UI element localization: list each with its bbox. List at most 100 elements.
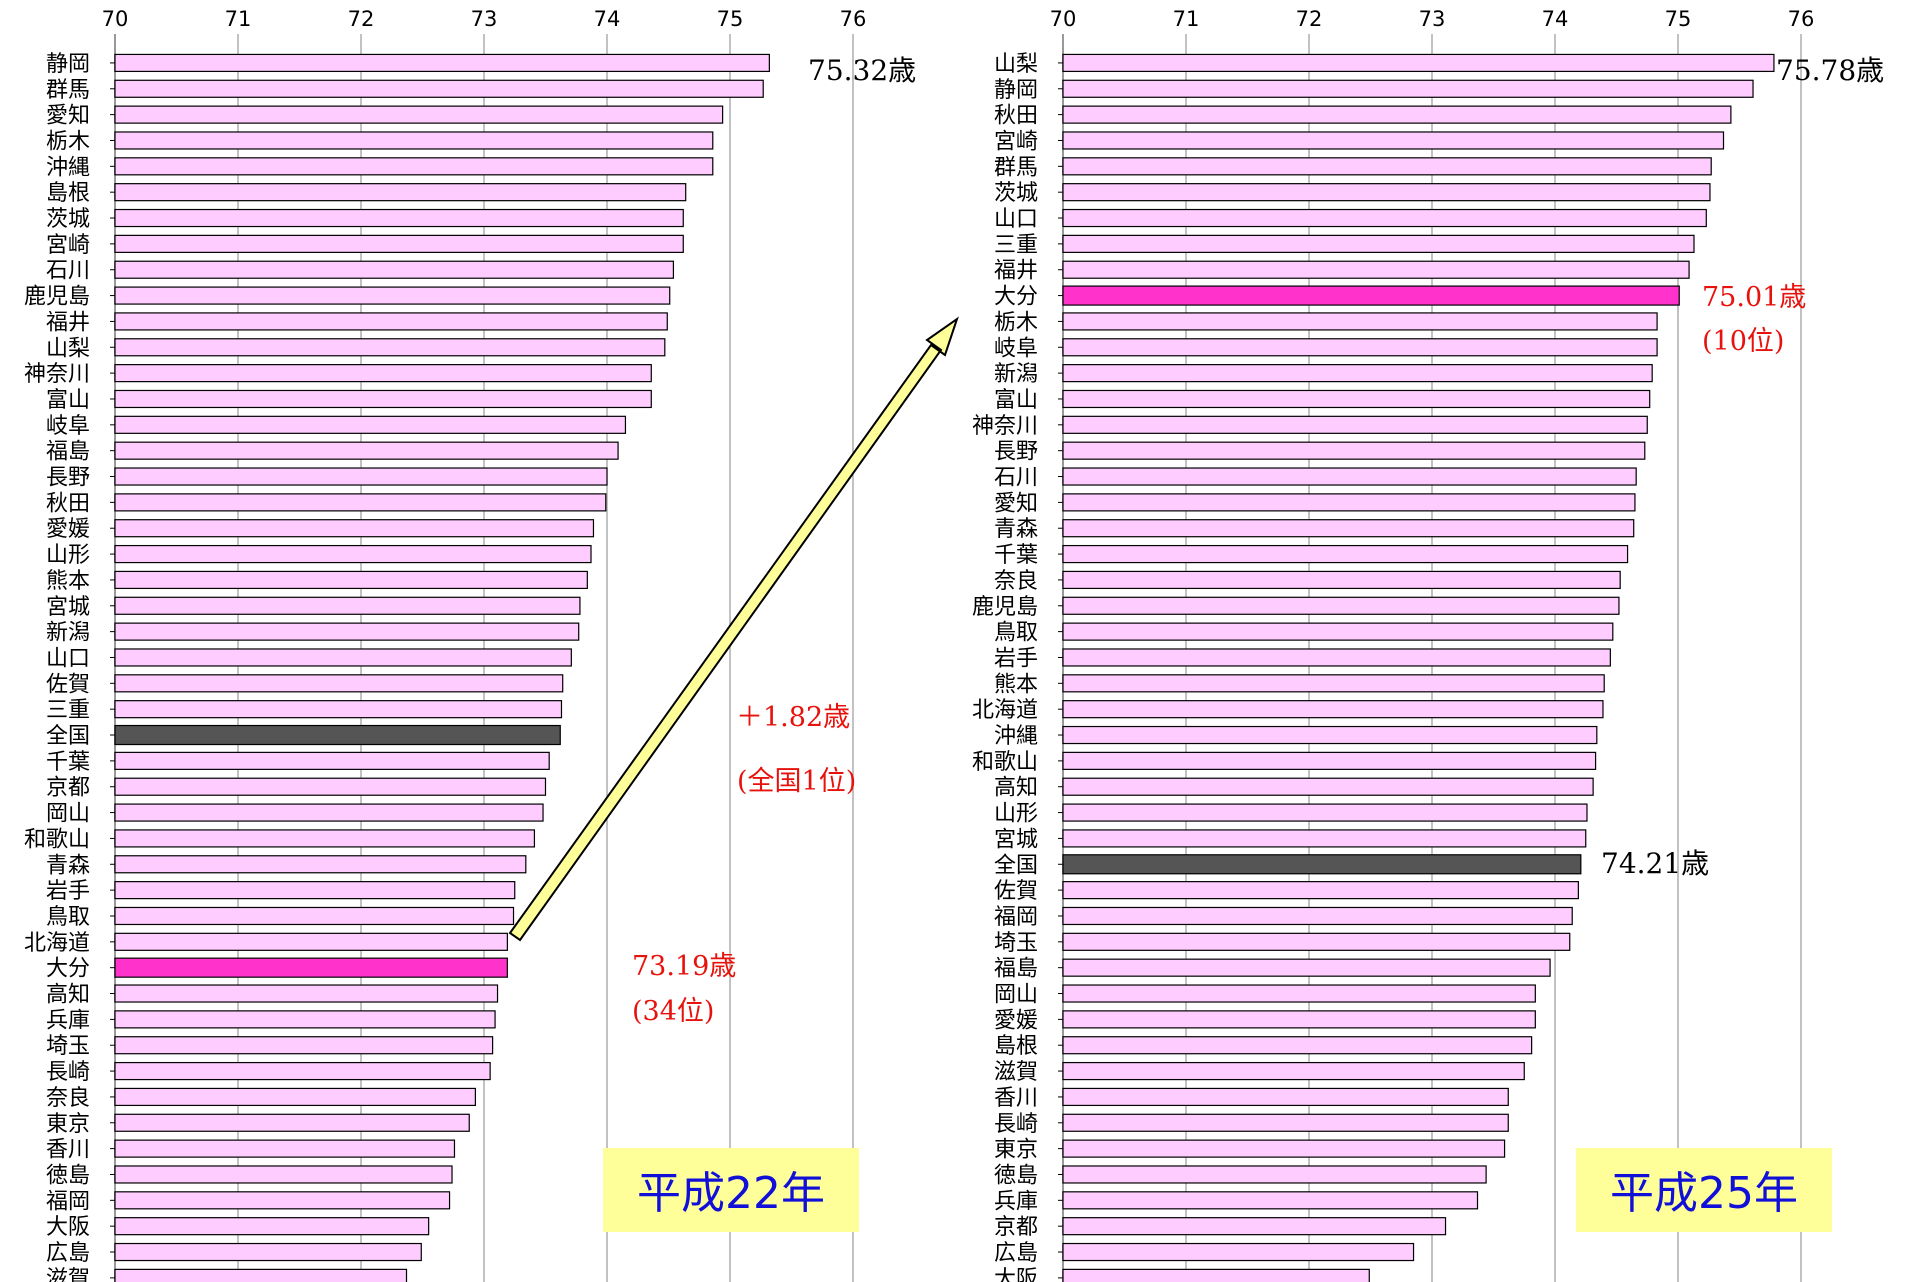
right-tick-label-74: 74: [1542, 7, 1569, 31]
right-bar-徳島: [1062, 1165, 1487, 1184]
right-bar-福島: [1062, 958, 1551, 977]
right-bar-兵庫: [1062, 1191, 1479, 1210]
left-tick-label-70: 70: [102, 7, 129, 31]
left-category-label: 神奈川: [24, 362, 90, 387]
right-category-label: 兵庫: [994, 1189, 1038, 1214]
right-bar-national: [1062, 854, 1582, 875]
left-category-label: 静岡: [46, 52, 90, 77]
right-bar-神奈川: [1062, 415, 1648, 434]
right-bar-奈良: [1062, 570, 1621, 590]
year-label-right-box: [1576, 1148, 1832, 1232]
left-bar-愛知: [114, 105, 724, 124]
left-top-value: 75.32歳: [808, 54, 916, 87]
year-label-left: 平成22年: [603, 1148, 859, 1232]
left-tick-label-73: 73: [471, 7, 498, 31]
left-bar-千葉: [114, 751, 550, 770]
right-category-label: 秋田: [994, 104, 1038, 129]
left-category-label: 和歌山: [24, 827, 90, 852]
left-category-label: 滋賀: [46, 1267, 90, 1282]
left-category-label: 佐賀: [46, 672, 90, 697]
right-category-label: 千葉: [994, 543, 1038, 568]
right-bar-青森: [1062, 519, 1635, 538]
left-tick-label-71: 71: [225, 7, 252, 31]
right-bar-岐阜: [1062, 338, 1658, 357]
right-oita-rank: (10位): [1702, 326, 1784, 357]
right-category-label: 鳥取: [994, 621, 1038, 646]
left-bar-京都: [114, 777, 547, 796]
right-category-label: 栃木: [994, 310, 1038, 335]
left-category-label: 大阪: [46, 1215, 90, 1240]
right-tick-label-72: 72: [1296, 7, 1323, 31]
left-category-label: 兵庫: [46, 1008, 90, 1033]
right-bar-宮崎: [1062, 131, 1725, 150]
right-bar-東京: [1062, 1139, 1506, 1158]
right-category-label: 山梨: [994, 52, 1038, 77]
left-bar-三重: [114, 700, 563, 719]
change-arrow: [508, 316, 959, 942]
left-category-label: 長野: [46, 466, 90, 491]
left-category-label: 香川: [46, 1138, 90, 1163]
right-bar-群馬: [1062, 157, 1712, 176]
left-category-label: 新潟: [46, 621, 90, 646]
left-category-label: 沖縄: [46, 155, 90, 180]
right-category-label: 大阪: [994, 1267, 1038, 1282]
right-bar-静岡: [1062, 79, 1754, 98]
left-category-label: 広島: [46, 1241, 90, 1266]
left-bar-徳島: [114, 1165, 453, 1184]
left-category-label: 山口: [46, 646, 90, 671]
left-category-label: 東京: [46, 1112, 90, 1137]
right-bar-茨城: [1062, 183, 1711, 202]
right-bar-highlight-大分: [1062, 285, 1680, 306]
left-bar-熊本: [114, 570, 588, 590]
right-category-label: 三重: [994, 233, 1038, 258]
left-bar-埼玉: [114, 1036, 494, 1055]
year-label-left-text: 平成22年: [637, 1168, 825, 1219]
left-bar-広島: [114, 1242, 422, 1262]
right-bar-岩手: [1062, 648, 1611, 667]
right-category-label: 静岡: [994, 78, 1038, 103]
left-bar-長野: [114, 467, 608, 486]
right-category-label: 佐賀: [994, 879, 1038, 904]
left-bar-鹿児島: [114, 286, 671, 305]
right-category-label: 奈良: [994, 569, 1038, 594]
right-category-label: 長野: [994, 440, 1038, 465]
left-bar-宮城: [114, 596, 581, 615]
left-bar-富山: [114, 389, 652, 409]
right-bar-和歌山: [1062, 751, 1597, 770]
left-category-label: 山形: [46, 543, 90, 568]
left-bar-青森: [114, 855, 527, 874]
left-category-label: 富山: [46, 388, 90, 413]
right-category-label: 福島: [994, 957, 1038, 982]
right-bar-島根: [1062, 1036, 1533, 1055]
right-category-label: 石川: [994, 466, 1038, 491]
right-category-label: 埼玉: [994, 931, 1038, 956]
right-bar-愛知: [1062, 493, 1636, 512]
right-bar-広島: [1062, 1242, 1415, 1262]
right-category-label: 鹿児島: [972, 595, 1038, 620]
right-bar-秋田: [1062, 105, 1732, 124]
right-bar-鳥取: [1062, 622, 1614, 641]
right-category-label: 全国: [994, 853, 1038, 878]
right-category-label: 沖縄: [994, 724, 1038, 749]
right-category-label: 新潟: [994, 362, 1038, 387]
left-tick-label-76: 76: [840, 7, 867, 31]
left-category-label: 福井: [46, 310, 90, 335]
right-category-label: 東京: [994, 1138, 1038, 1163]
left-category-label: 岩手: [46, 879, 90, 904]
right-bar-滋賀: [1062, 1061, 1525, 1081]
left-category-label: 秋田: [46, 491, 90, 516]
right-bar-埼玉: [1062, 932, 1571, 951]
left-category-label: 福岡: [46, 1189, 90, 1214]
right-category-label: 高知: [994, 776, 1038, 801]
right-tick-label-73: 73: [1419, 7, 1446, 31]
left-category-label: 宮崎: [46, 233, 90, 258]
right-bar-熊本: [1062, 674, 1605, 693]
right-tick-label-70: 70: [1050, 7, 1077, 31]
left-bar-栃木: [114, 131, 714, 150]
left-tick-label-74: 74: [594, 7, 621, 31]
left-category-label: 愛知: [46, 104, 90, 129]
right-bar-山梨: [1062, 53, 1775, 73]
right-bar-山形: [1062, 803, 1588, 822]
left-bar-山口: [114, 648, 572, 667]
right-category-label: 島根: [994, 1034, 1038, 1059]
